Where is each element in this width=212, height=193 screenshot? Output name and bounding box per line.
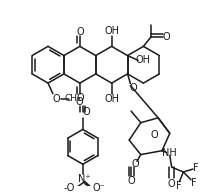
Text: F: F — [191, 178, 197, 188]
Text: O: O — [53, 94, 61, 103]
Text: OH: OH — [104, 94, 119, 103]
Text: O: O — [76, 27, 84, 37]
Text: O⁻: O⁻ — [93, 183, 106, 193]
Text: NH: NH — [162, 148, 177, 158]
Text: O: O — [75, 97, 83, 108]
Text: O: O — [163, 32, 170, 42]
Text: OH: OH — [135, 55, 151, 65]
Text: N⁺: N⁺ — [78, 174, 91, 184]
Text: F: F — [193, 163, 199, 173]
Text: O: O — [83, 107, 91, 117]
Text: F: F — [176, 181, 181, 191]
Text: O: O — [130, 83, 137, 93]
Text: O: O — [168, 179, 176, 189]
Text: -O: -O — [64, 183, 75, 193]
Text: O: O — [131, 159, 139, 169]
Text: O: O — [76, 93, 84, 102]
Text: OH: OH — [104, 26, 119, 36]
Text: O: O — [127, 176, 135, 186]
Text: O: O — [151, 130, 158, 140]
Text: CH₃: CH₃ — [65, 94, 81, 103]
